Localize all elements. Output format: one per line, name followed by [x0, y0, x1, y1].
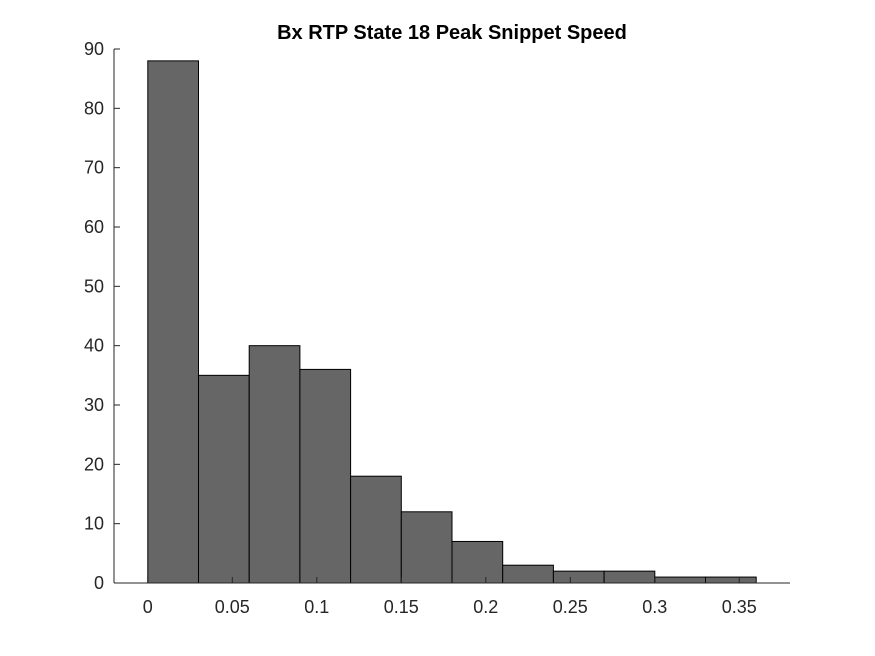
y-tick-label: 50	[84, 276, 104, 296]
y-tick-label: 40	[84, 336, 104, 356]
x-tick-label: 0.15	[384, 597, 419, 617]
axes-group: 0 10 20 30 40 50 60 70 80 90 0 0.05 0.1 0.15 0.2 0.25 0.…	[84, 39, 790, 617]
x-tick-label: 0	[143, 597, 153, 617]
chart-title: Bx RTP State 18 Peak Snippet Speed	[277, 22, 627, 44]
x-tick-label: 0.1	[304, 597, 329, 617]
y-tick-label: 80	[84, 98, 104, 118]
x-tick-label: 0.35	[722, 597, 757, 617]
x-tick-label: 0.25	[553, 597, 588, 617]
y-tick-label: 20	[84, 454, 104, 474]
x-tick-label: 0.05	[215, 597, 250, 617]
histogram-bar	[603, 570, 656, 584]
bars-group	[147, 60, 757, 584]
histogram-bar	[147, 60, 200, 584]
histogram-bar	[198, 374, 250, 584]
y-tick-label: 10	[84, 514, 104, 534]
y-tick-label: 30	[84, 395, 104, 415]
histogram-bar	[654, 576, 706, 584]
histogram-bar	[705, 576, 757, 584]
histogram-bar	[350, 475, 402, 584]
x-tick-label: 0.3	[642, 597, 667, 617]
x-tick-label: 0.2	[473, 597, 498, 617]
y-tick-label: 0	[94, 573, 104, 593]
y-tick-label: 60	[84, 217, 104, 237]
y-tick-label: 70	[84, 158, 104, 178]
histogram-bar	[451, 540, 504, 584]
y-tick-label: 90	[84, 39, 104, 59]
histogram-bar	[552, 570, 605, 584]
histogram-bar	[400, 511, 453, 584]
histogram-bar	[502, 564, 554, 584]
histogram-bar	[299, 368, 352, 584]
histogram-bar	[248, 345, 301, 584]
